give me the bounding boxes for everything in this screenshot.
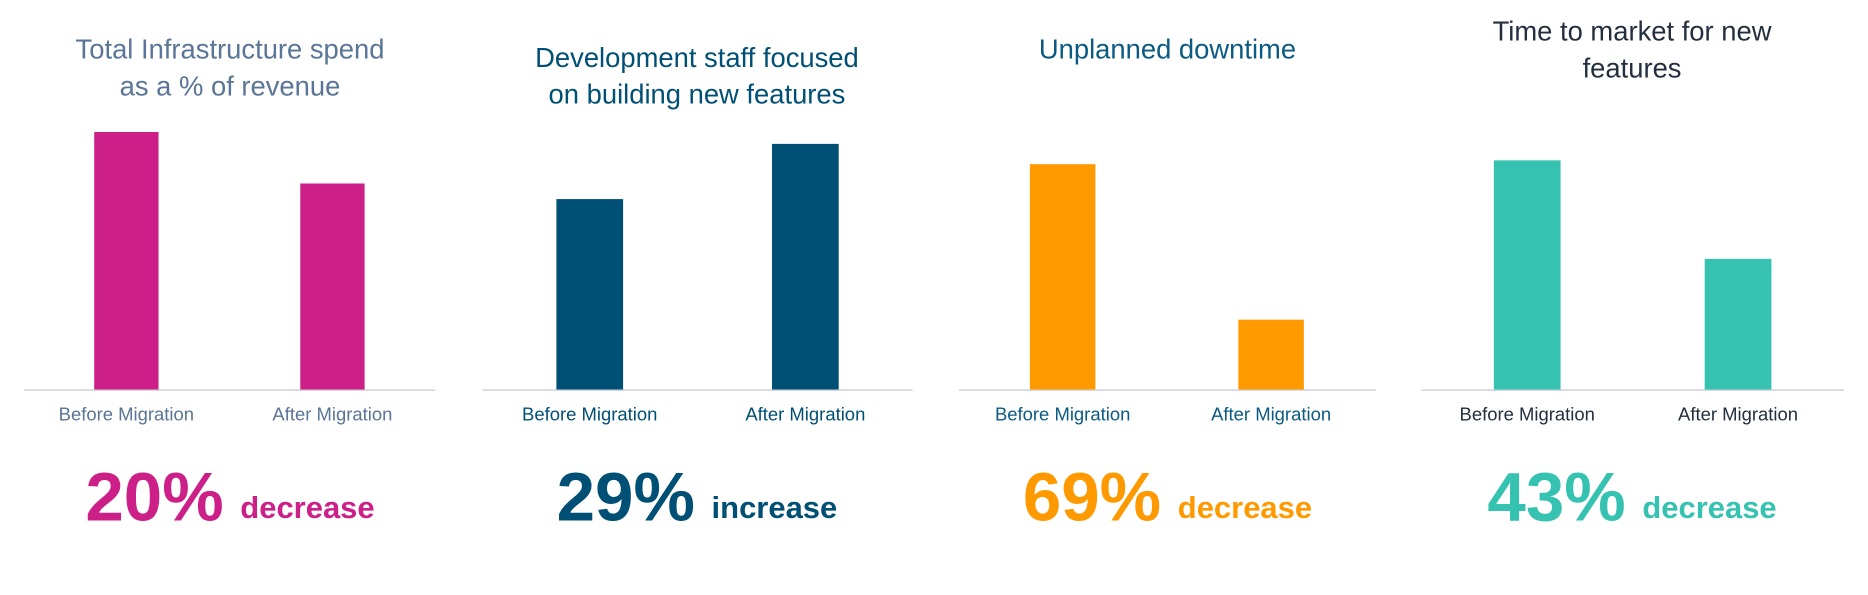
x-tick-label: Before Migration bbox=[522, 404, 657, 425]
bar bbox=[1238, 319, 1304, 390]
x-tick-label: After Migration bbox=[272, 404, 392, 425]
chart-title: Development staff focused bbox=[535, 42, 859, 73]
bar bbox=[94, 131, 159, 390]
change-percent: 43% bbox=[1487, 458, 1625, 536]
chart-title: Total Infrastructure spend bbox=[76, 33, 385, 64]
change-direction: decrease bbox=[1642, 490, 1776, 525]
change-summary: 69% decrease bbox=[1023, 458, 1312, 536]
chart-title: features bbox=[1583, 53, 1682, 84]
change-percent: 69% bbox=[1023, 458, 1161, 536]
change-summary: 20% decrease bbox=[85, 458, 374, 536]
chart-title: on building new features bbox=[549, 79, 846, 110]
x-tick-label: Before Migration bbox=[1460, 404, 1595, 425]
chart-title: as a % of revenue bbox=[120, 70, 341, 101]
x-tick-label: After Migration bbox=[745, 404, 865, 425]
x-tick-label: Before Migration bbox=[59, 404, 194, 425]
change-percent: 20% bbox=[85, 458, 223, 536]
change-direction: decrease bbox=[1178, 490, 1312, 525]
change-percent: 29% bbox=[557, 458, 695, 536]
chart-title: Unplanned downtime bbox=[1039, 33, 1296, 64]
bar bbox=[1704, 258, 1772, 390]
change-direction: increase bbox=[712, 490, 838, 525]
change-summary: 43% decrease bbox=[1487, 458, 1776, 536]
bar bbox=[1493, 160, 1561, 390]
bar bbox=[771, 143, 839, 390]
x-tick-label: Before Migration bbox=[995, 404, 1130, 425]
x-tick-label: After Migration bbox=[1678, 404, 1798, 425]
bar bbox=[300, 183, 365, 390]
chart-title: Time to market for new bbox=[1493, 16, 1772, 47]
bar bbox=[556, 199, 624, 390]
x-tick-label: After Migration bbox=[1211, 404, 1331, 425]
bar bbox=[1029, 164, 1096, 390]
change-summary: 29% increase bbox=[557, 458, 838, 536]
change-direction: decrease bbox=[240, 490, 374, 525]
